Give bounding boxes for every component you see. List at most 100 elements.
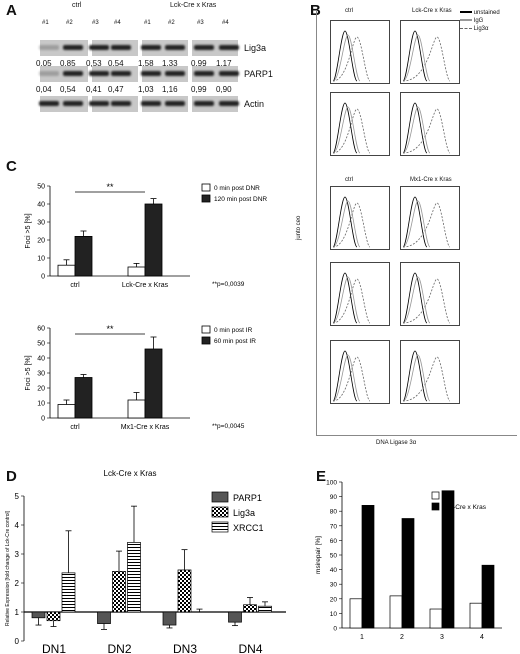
category-label: Mx1-Cre x Kras [121, 424, 170, 431]
flow-histogram-svg [402, 102, 451, 154]
y-tick-label: 0 [15, 637, 20, 646]
blot-band [63, 101, 83, 106]
y-tick-label: 40 [37, 202, 45, 209]
lane-label: #1 [144, 20, 151, 26]
blot-band [63, 71, 83, 76]
legend-unstained: unstained [473, 10, 500, 16]
lig3a-curve [332, 278, 371, 324]
lig3a-curve [332, 36, 371, 82]
category-label: ctrl [70, 424, 80, 431]
blot-strip [192, 40, 238, 56]
blot-value: 0,90 [216, 85, 232, 94]
blot-band [111, 101, 131, 106]
flow-histogram-svg [332, 350, 371, 402]
significance-stars: ** [106, 324, 114, 334]
flow-histogram-svg [402, 272, 451, 324]
y-tick-label: 0 [41, 416, 45, 423]
significance-stars: ** [106, 182, 114, 192]
legend-swatch [431, 491, 440, 500]
lig3a-curve [332, 202, 371, 248]
lig3a-curve [332, 356, 371, 402]
blot-band [194, 45, 214, 50]
b-col-ctrl: ctrl [345, 8, 353, 14]
blot-value: 0,47 [108, 85, 124, 94]
y-tick-label: 2 [15, 579, 20, 588]
b-xlabel: DNA Ligase 3α [376, 440, 417, 446]
flow-histogram-box [330, 20, 390, 84]
flow-histogram-svg [402, 30, 451, 82]
blot-value: 0,53 [86, 59, 102, 68]
panel-a-group-kras: Lck-Cre x Kras [170, 2, 217, 9]
y-tick-label: 20 [37, 386, 45, 393]
unstained-curve [332, 102, 358, 154]
legend-line-igg [460, 19, 472, 22]
blot-band [165, 101, 185, 106]
blot-value: 1,17 [216, 59, 232, 68]
bar [144, 203, 163, 277]
legend-line-unstained [460, 11, 472, 14]
lane-label: #2 [66, 20, 73, 26]
lig3a-curve [402, 202, 451, 248]
y-tick-label: 0 [333, 626, 337, 633]
blot-value: 1,33 [162, 59, 178, 68]
blot-value: 0,54 [60, 85, 76, 94]
legend-label: ctrl [443, 493, 452, 500]
lane-label: #3 [92, 20, 99, 26]
blot-band [165, 71, 185, 76]
blot-value: 0,05 [36, 59, 52, 68]
b-col-ctrl-2: ctrl [345, 177, 353, 183]
blot-value: 1,58 [138, 59, 154, 68]
category-label: DN2 [107, 642, 131, 654]
flow-histogram-svg [332, 196, 371, 248]
y-tick-label: 70 [330, 523, 338, 530]
panel-a-label: A [6, 2, 17, 19]
y-tick-label: 50 [37, 184, 45, 191]
b-legend: unstained IgG Lig3α [460, 10, 500, 34]
legend-swatch [201, 183, 211, 192]
unstained-curve [402, 272, 428, 324]
blot-band [165, 45, 185, 50]
flow-histogram-box [330, 262, 390, 326]
category-label: 2 [400, 634, 404, 641]
legend-lig3a: Lig3α [473, 26, 489, 32]
unstained-curve [402, 196, 428, 248]
panel-a-group-ctrl: ctrl [72, 2, 82, 9]
blot-band [111, 71, 131, 76]
lane-label: #3 [197, 20, 204, 26]
igg-curve [332, 106, 361, 154]
bar [361, 505, 375, 629]
category-label: 4 [480, 634, 484, 641]
y-tick-label: 90 [330, 494, 338, 501]
blot-value: 1,03 [138, 85, 154, 94]
y-tick-label: 60 [330, 538, 338, 545]
b-col-lck: Lck-Cre x Kras [412, 8, 452, 14]
blot-value: 0,04 [36, 85, 52, 94]
flow-histogram-box [400, 186, 460, 250]
legend-swatch [201, 194, 211, 203]
legend-label: 60 min post IR [214, 338, 256, 345]
bar [61, 572, 76, 613]
y-tick-label: 40 [37, 356, 45, 363]
blot-band [194, 101, 214, 106]
bar [144, 348, 163, 419]
flow-cytometry-frame [316, 10, 517, 436]
unstained-curve [332, 272, 358, 324]
legend-label: 0 min post DNR [214, 185, 260, 192]
y-tick-label: 0 [41, 274, 45, 281]
lig3a-curve [332, 108, 371, 154]
flow-histogram-box [330, 340, 390, 404]
y-tick-label: 10 [330, 611, 338, 618]
chart-c-bottom: 0 10 20 30 40 50 60 Foci >5 [%] ctrl Mx1-Cre x Kr… [25, 324, 256, 431]
legend-label: PARP1 [233, 493, 262, 503]
bar [243, 604, 257, 613]
flow-histogram-box [330, 92, 390, 156]
blot-value: 0,99 [191, 59, 207, 68]
legend-swatch [201, 336, 211, 345]
panel-d-label: D [6, 468, 17, 485]
y-tick-label: 3 [15, 550, 20, 559]
legend-label: 120 min post DNR [214, 196, 267, 203]
y-tick-label: 30 [37, 220, 45, 227]
flow-histogram-svg [402, 196, 451, 248]
y-tick-label: 60 [37, 326, 45, 333]
lig3a-curve [402, 278, 451, 324]
